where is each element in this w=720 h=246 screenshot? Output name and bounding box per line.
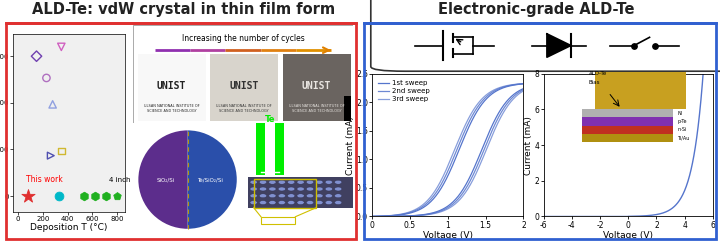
Circle shape <box>278 187 285 191</box>
Circle shape <box>316 180 323 184</box>
Point <box>100 194 112 198</box>
Point <box>112 194 123 198</box>
Y-axis label: Current (mA): Current (mA) <box>524 116 534 175</box>
Circle shape <box>316 200 323 205</box>
Point <box>22 194 34 198</box>
Text: Electronic-grade ALD-Te: Electronic-grade ALD-Te <box>438 2 634 17</box>
Circle shape <box>306 200 314 205</box>
Point <box>55 45 67 49</box>
Y-axis label: Current (mA): Current (mA) <box>346 116 354 175</box>
Circle shape <box>297 200 305 205</box>
Text: n-Si: n-Si <box>677 127 686 132</box>
Circle shape <box>259 187 266 191</box>
Bar <box>582 134 673 142</box>
Point <box>649 44 660 47</box>
Circle shape <box>306 187 314 191</box>
Wedge shape <box>138 130 187 229</box>
Circle shape <box>250 200 257 205</box>
X-axis label: Voltage (V): Voltage (V) <box>603 231 653 240</box>
Text: 4 inch: 4 inch <box>109 177 130 183</box>
Text: ALD-Te: ALD-Te <box>316 223 337 228</box>
Legend: 1st sweep, 2nd sweep, 3rd sweep: 1st sweep, 2nd sweep, 3rd sweep <box>376 77 432 105</box>
Circle shape <box>316 194 323 198</box>
Circle shape <box>287 187 295 191</box>
Circle shape <box>335 194 342 198</box>
Circle shape <box>325 187 333 191</box>
Point <box>78 194 89 198</box>
Text: UNIST: UNIST <box>302 81 331 91</box>
Text: ULSAN NATIONAL INSTITUTE OF
SCIENCE AND TECHNOLOGY: ULSAN NATIONAL INSTITUTE OF SCIENCE AND … <box>216 104 272 112</box>
Circle shape <box>250 194 257 198</box>
Text: UNIST: UNIST <box>157 81 186 91</box>
Text: Te/SiO₂/Si: Te/SiO₂/Si <box>197 177 222 182</box>
Text: UNIST: UNIST <box>230 81 258 91</box>
X-axis label: Deposition T (°C): Deposition T (°C) <box>30 223 107 232</box>
Bar <box>582 109 673 117</box>
Text: ALD-Te: ALD-Te <box>589 71 607 76</box>
Point <box>47 102 58 106</box>
Circle shape <box>297 180 305 184</box>
Circle shape <box>325 194 333 198</box>
Circle shape <box>269 194 276 198</box>
Circle shape <box>259 200 266 205</box>
Text: ULSAN NATIONAL INSTITUTE OF
SCIENCE AND TECHNOLOGY: ULSAN NATIONAL INSTITUTE OF SCIENCE AND … <box>144 104 199 112</box>
Circle shape <box>325 200 333 205</box>
Circle shape <box>297 194 305 198</box>
Circle shape <box>316 187 323 191</box>
Point <box>55 149 67 153</box>
Circle shape <box>287 194 295 198</box>
Circle shape <box>269 187 276 191</box>
Polygon shape <box>547 34 571 57</box>
Circle shape <box>259 194 266 198</box>
Point <box>31 54 42 58</box>
Circle shape <box>306 180 314 184</box>
Bar <box>582 117 673 126</box>
Circle shape <box>278 200 285 205</box>
Circle shape <box>306 194 314 198</box>
Circle shape <box>287 200 295 205</box>
Text: ULSAN NATIONAL INSTITUTE OF
SCIENCE AND TECHNOLOGY: ULSAN NATIONAL INSTITUTE OF SCIENCE AND … <box>289 104 344 112</box>
Point <box>629 44 640 47</box>
Circle shape <box>287 180 295 184</box>
Circle shape <box>278 180 285 184</box>
Circle shape <box>297 187 305 191</box>
Circle shape <box>269 180 276 184</box>
X-axis label: Voltage (V): Voltage (V) <box>423 231 473 240</box>
Bar <box>582 126 673 134</box>
Point <box>89 194 101 198</box>
Text: Bias: Bias <box>589 80 600 85</box>
FancyBboxPatch shape <box>371 0 720 71</box>
Text: Te: Te <box>265 115 275 124</box>
Bar <box>344 96 351 121</box>
Circle shape <box>335 187 342 191</box>
Text: This work: This work <box>26 175 63 184</box>
Point <box>53 194 65 198</box>
Circle shape <box>335 200 342 205</box>
Text: Increasing the number of cycles: Increasing the number of cycles <box>181 34 305 44</box>
Bar <box>595 72 686 109</box>
Circle shape <box>278 194 285 198</box>
Text: ALD-Te: vdW crystal in thin film form: ALD-Te: vdW crystal in thin film form <box>32 2 336 17</box>
Wedge shape <box>187 130 237 229</box>
Circle shape <box>335 180 342 184</box>
Circle shape <box>269 200 276 205</box>
Point <box>45 154 57 158</box>
Text: Ni: Ni <box>677 111 683 116</box>
Point <box>40 76 53 80</box>
Text: Ti/Au: Ti/Au <box>677 136 690 141</box>
Circle shape <box>250 180 257 184</box>
Text: p-Te: p-Te <box>677 119 687 124</box>
Circle shape <box>325 180 333 184</box>
Circle shape <box>259 180 266 184</box>
Circle shape <box>250 187 257 191</box>
Text: SiO₂/Si: SiO₂/Si <box>156 177 174 182</box>
